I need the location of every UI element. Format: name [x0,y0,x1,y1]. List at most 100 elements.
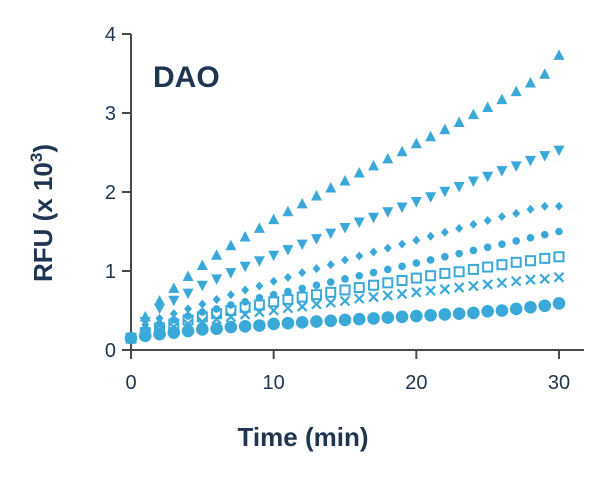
point-triangle-down-7 [225,268,237,279]
point-diamond-7 [226,290,235,300]
point-triangle-up-8 [239,231,251,242]
point-diamond-12 [298,268,307,278]
x-axis-title: Time (min) [238,422,369,452]
point-triangle-down-6 [211,274,223,285]
point-cross-28 [525,274,536,285]
point-square-open-28 [524,255,536,267]
point-cross-9 [254,306,265,318]
point-circle-small-21 [426,256,435,264]
point-triangle-down-26 [496,166,508,177]
point-square-open-20 [410,272,422,284]
point-triangle-down-13 [310,234,322,245]
point-circle-small-15 [341,275,349,283]
y-tick-label-1: 1 [105,261,116,283]
point-triangle-up-14 [325,182,337,193]
point-square-open-11 [282,293,294,305]
point-circle-small-26 [498,240,506,248]
point-triangle-down-24 [467,176,479,187]
point-circle-large-15 [338,313,352,327]
data-markers [124,49,566,345]
point-circle-large-24 [467,306,480,320]
point-square-open-27 [510,256,522,268]
point-triangle-down-2 [154,303,166,315]
point-square-open-17 [368,279,380,291]
point-diamond-20 [412,235,421,245]
y-tick-label-0: 0 [105,340,116,362]
x-tick-label-3: 30 [548,372,570,394]
point-diamond-17 [369,247,378,257]
y-axis-title-main: RFU (x 10 [28,162,58,282]
point-circle-small-24 [469,246,478,255]
point-triangle-up-30 [553,49,565,60]
y-tick-label-4: 4 [105,24,116,46]
point-circle-small-12 [298,284,307,293]
point-circle-small-28 [526,234,535,242]
point-diamond-9 [255,281,264,291]
point-diamond-10 [269,276,278,286]
point-triangle-up-6 [211,249,223,260]
point-square-open-14 [325,286,337,298]
point-triangle-up-22 [439,123,451,135]
point-cross-10 [268,305,279,316]
point-circle-small-17 [369,268,378,277]
point-square-open-10 [268,296,280,308]
point-cross-30 [553,272,565,283]
point-cross-12 [296,301,308,312]
point-triangle-up-29 [539,68,551,79]
chart-title: DAO [153,61,220,94]
y-axis-title-exponent: 3 [27,153,46,162]
point-triangle-down-8 [239,261,251,273]
point-cross-16 [353,293,365,304]
point-circle-large-16 [352,312,366,326]
point-triangle-down-19 [396,202,408,214]
point-triangle-down-3 [168,295,180,307]
point-triangle-down-23 [453,181,465,193]
point-triangle-down-4 [182,288,194,300]
point-square-open-9 [253,299,265,311]
point-triangle-down-20 [410,196,422,208]
y-axis-title: RFU (x 103) [27,144,58,282]
point-cross-24 [468,280,479,292]
point-circle-small-20 [412,259,421,267]
point-circle-large-2 [153,327,166,341]
point-circle-large-14 [324,314,338,328]
point-diamond-15 [341,255,349,265]
point-triangle-up-13 [310,189,322,201]
point-diamond-24 [469,219,478,229]
point-cross-20 [411,287,422,298]
point-triangle-down-16 [353,217,365,229]
point-circle-large-29 [538,299,552,313]
x-tick-label-0: 0 [125,372,136,394]
point-diamond-26 [497,211,506,221]
x-tick-label-2: 20 [405,372,427,394]
point-square-open-24 [467,263,479,275]
point-square-open-21 [425,270,437,282]
point-cross-15 [339,295,351,307]
point-diamond-6 [212,294,221,304]
point-triangle-up-18 [382,152,394,164]
point-triangle-down-29 [539,151,551,162]
point-triangle-down-9 [253,256,265,267]
point-circle-large-30 [552,297,566,310]
point-diamond-25 [483,215,492,225]
point-circle-large-18 [381,311,395,324]
point-diamond-16 [355,251,364,261]
point-square-open-30 [553,251,565,263]
point-circle-large-6 [210,322,223,335]
point-cross-8 [239,309,251,320]
point-diamond-8 [241,285,250,295]
point-diamond-4 [184,304,193,314]
point-triangle-down-11 [282,245,294,256]
point-circle-small-18 [384,265,392,274]
point-cross-19 [396,288,408,300]
point-circle-small-22 [441,252,449,261]
point-cross-6 [211,313,222,325]
point-circle-large-27 [509,302,523,316]
point-circle-large-20 [410,309,423,323]
point-triangle-down-21 [425,192,437,203]
point-square-open-26 [496,259,508,271]
point-triangle-up-3 [168,282,180,293]
point-circle-small-8 [241,298,249,306]
point-triangle-down-14 [325,228,337,240]
point-circle-large-0 [124,331,138,345]
